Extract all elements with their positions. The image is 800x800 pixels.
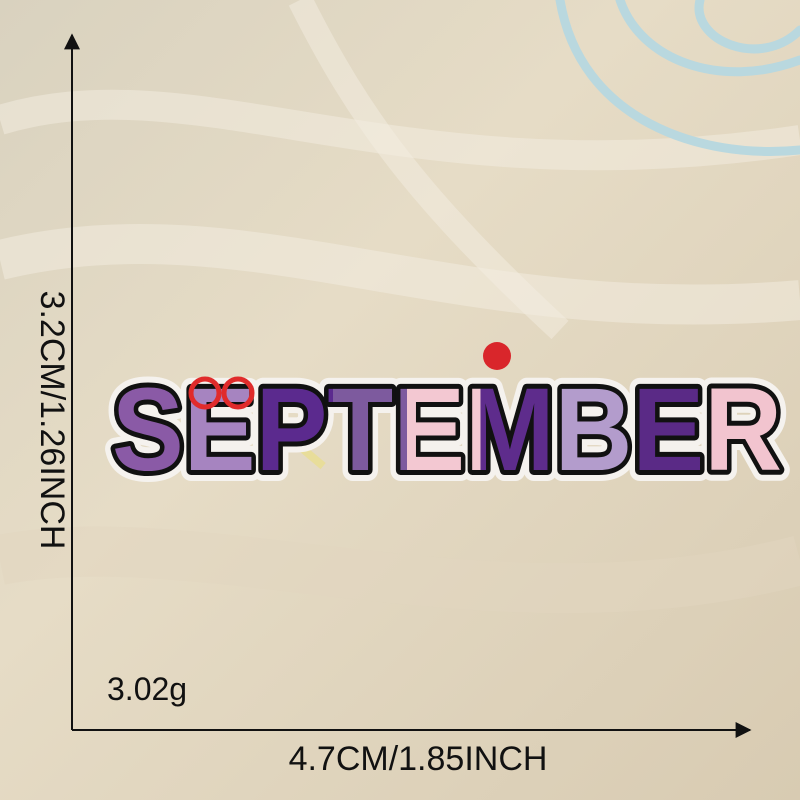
width-label: 4.7CM/1.85INCH	[289, 740, 548, 778]
apple	[483, 342, 511, 370]
weight-label: 3.02g	[107, 671, 187, 707]
glasses	[221, 376, 255, 410]
pencil	[282, 430, 326, 470]
yarn	[555, 0, 800, 156]
tulle-folds	[0, 0, 800, 614]
height-label: 3.2CM/1.26INCH	[33, 291, 71, 550]
patch-lettering: SEPTEMBER	[112, 364, 782, 496]
glasses	[188, 376, 222, 410]
